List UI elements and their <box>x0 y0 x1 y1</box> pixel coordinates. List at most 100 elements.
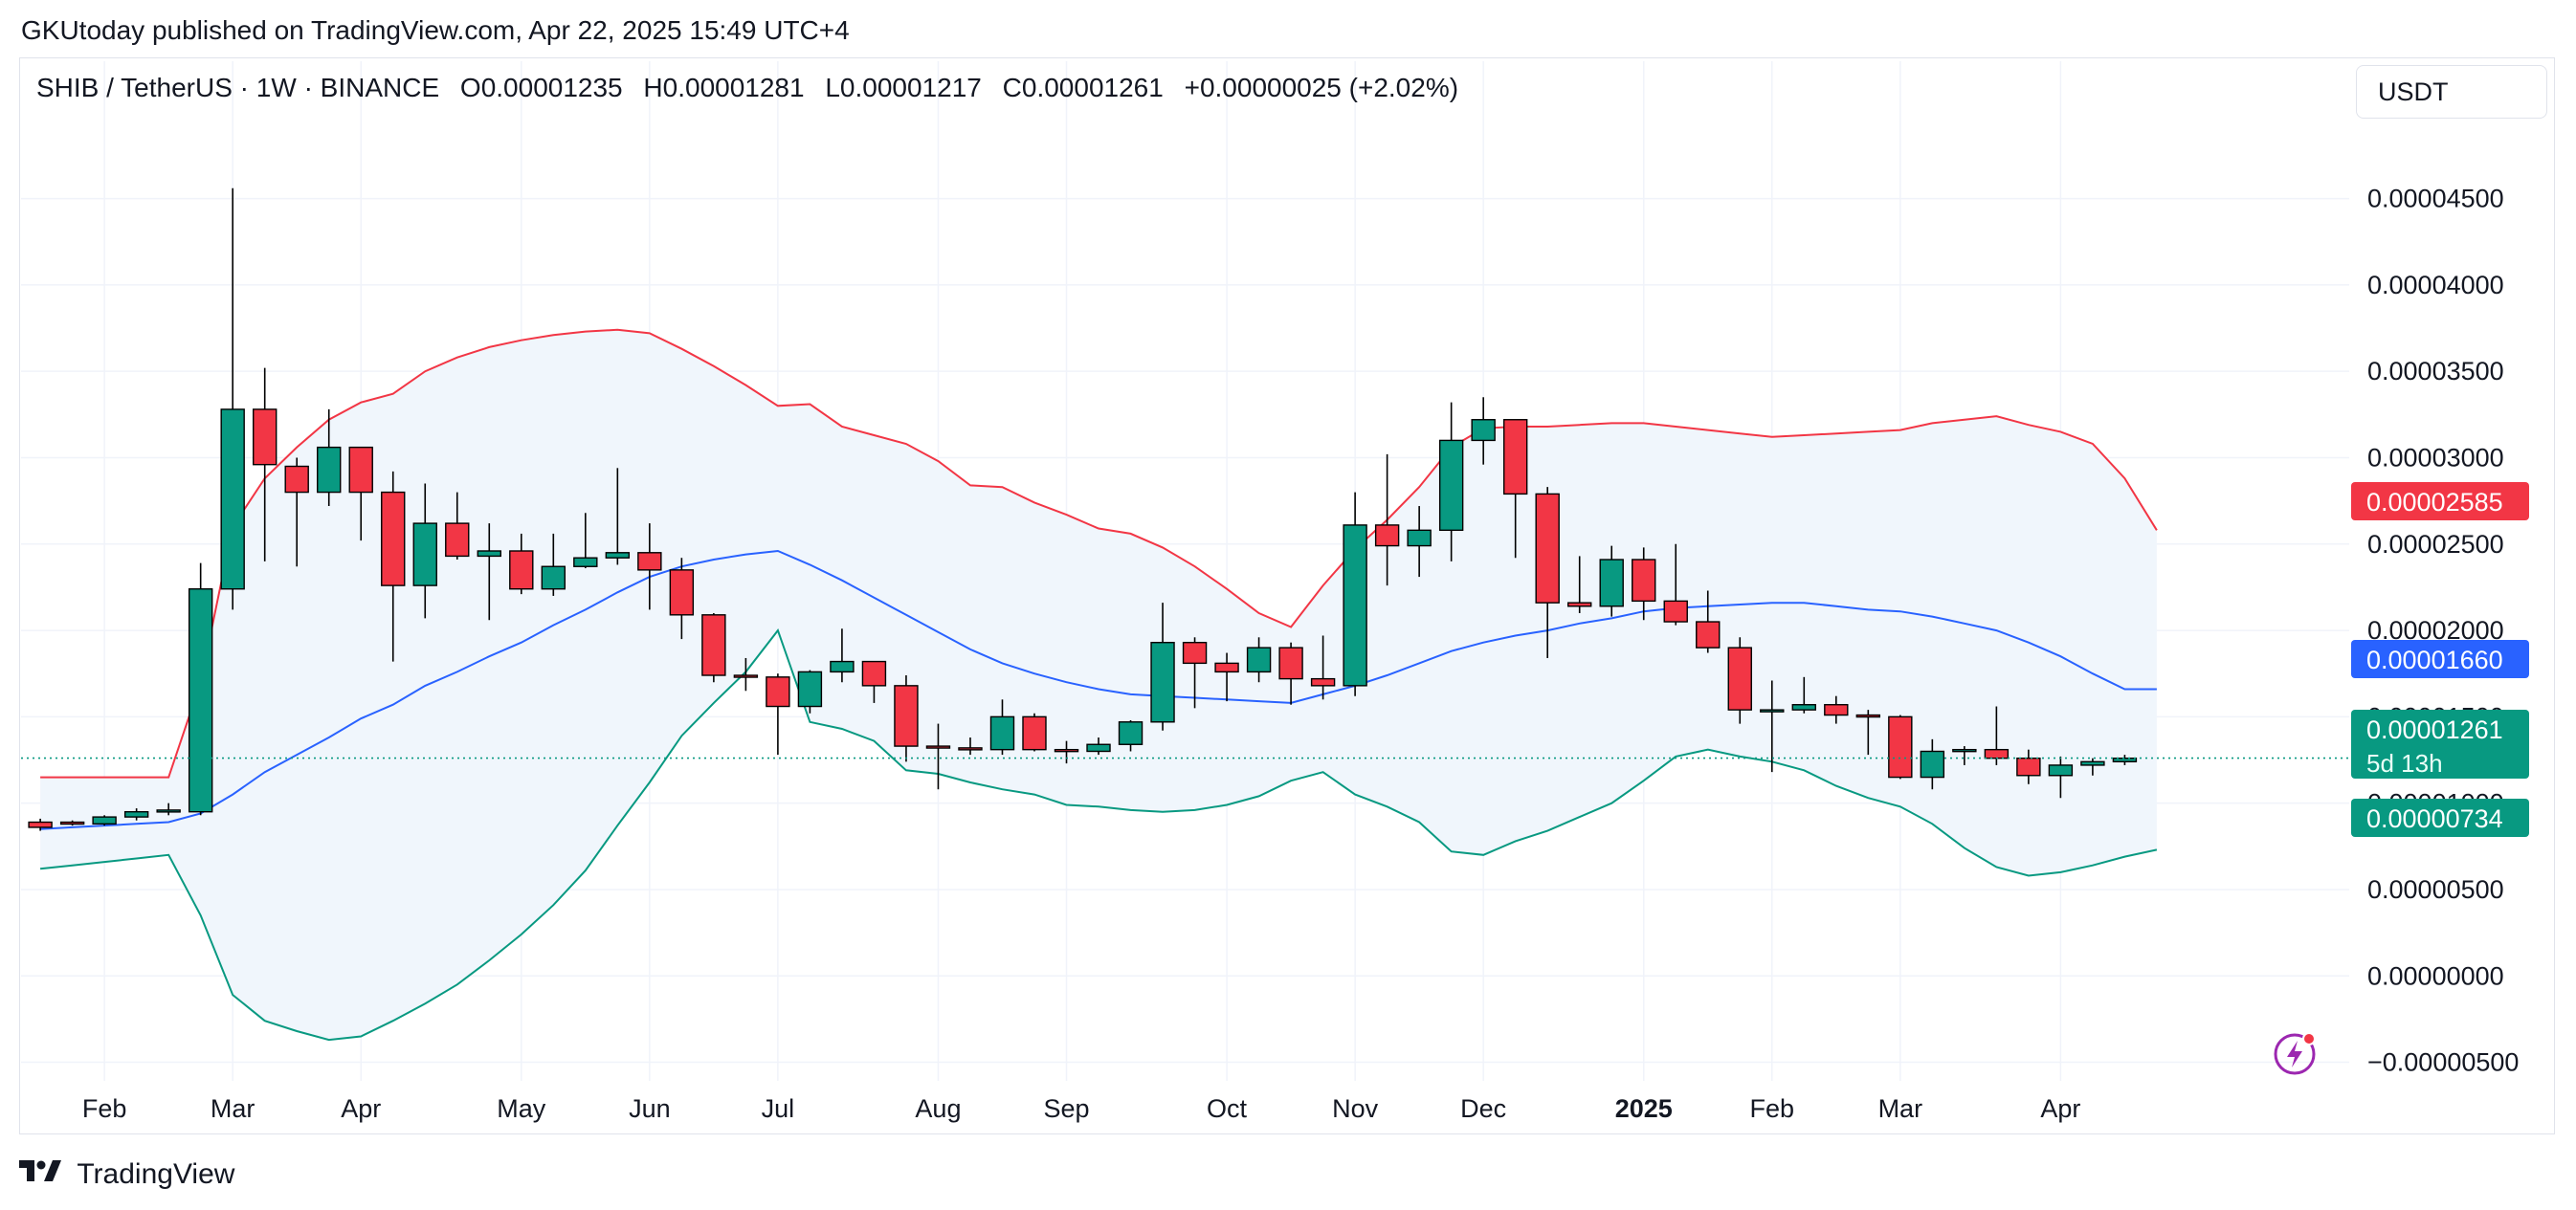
candle-body <box>573 557 598 567</box>
candle-body <box>797 671 823 708</box>
candle-body <box>1182 642 1208 665</box>
candle-body <box>1984 748 2010 759</box>
candle-body <box>669 569 695 616</box>
candle-body <box>958 747 983 751</box>
candle-body <box>1920 750 1945 779</box>
candle-body <box>701 614 726 676</box>
x-tick-label: 2025 <box>1615 1094 1673 1123</box>
candle-body <box>1278 647 1303 680</box>
candle-body <box>1663 600 1688 623</box>
open-value: O0.00001235 <box>459 73 623 102</box>
band-fill <box>40 329 2157 1041</box>
candle-body <box>766 676 790 708</box>
lightning-replay-icon[interactable] <box>2272 1029 2320 1077</box>
candle-body <box>59 821 85 825</box>
middle-band-price-tag: 0.00001660 <box>2351 640 2529 678</box>
candle-body <box>861 660 887 687</box>
publisher-line: GKUtoday published on TradingView.com, A… <box>21 15 850 45</box>
x-tick-label: Jul <box>762 1094 795 1123</box>
candle-body <box>1567 602 1592 607</box>
candle-body <box>830 660 855 673</box>
candle-body <box>1022 715 1047 751</box>
candle-body <box>1118 721 1144 745</box>
tradingview-logo-icon <box>19 1158 61 1191</box>
candle-body <box>1888 715 1913 779</box>
candle-body <box>637 552 662 571</box>
lower-band-line <box>39 628 2158 1042</box>
candle-body <box>1246 647 1272 673</box>
candle-body <box>220 408 245 590</box>
time-axis: Feb Mar Apr May Jun Jul Aug Sep Oct Nov Dec 2025 Feb… <box>82 1094 2081 1123</box>
y-tick-label: 0.00000000 <box>2367 961 2504 990</box>
candle-body <box>1150 642 1175 723</box>
candle-body <box>1502 419 1528 495</box>
x-tick-label: Jun <box>629 1094 671 1123</box>
candle-body <box>284 465 309 494</box>
candle-body <box>92 816 117 825</box>
low-value: L0.00001217 <box>825 73 982 102</box>
x-tick-label: Apr <box>341 1094 381 1123</box>
x-tick-label: Oct <box>1207 1094 1248 1123</box>
x-tick-label: Mar <box>211 1094 255 1123</box>
candles <box>28 187 2138 831</box>
x-tick-label: Nov <box>1332 1094 1379 1123</box>
candle-body <box>445 522 470 558</box>
candle-body <box>925 745 951 749</box>
x-tick-label: Sep <box>1043 1094 1089 1123</box>
candle-body <box>381 491 406 586</box>
candle-body <box>188 588 213 813</box>
candle-body <box>989 715 1015 751</box>
candle-body <box>1471 419 1496 442</box>
candle-body <box>509 550 534 590</box>
candle-body <box>123 810 149 818</box>
symbol-name[interactable]: SHIB / TetherUS · 1W · BINANCE <box>36 73 440 102</box>
lower-band-price-tag: 0.00000734 <box>2351 799 2529 837</box>
brand-name: TradingView <box>77 1158 235 1191</box>
chart-frame <box>19 57 2555 1134</box>
candle-body <box>412 522 437 586</box>
middle-band-line <box>40 549 2157 830</box>
candle-body <box>1791 704 1816 711</box>
price-axis: 0.00004500 0.00004000 0.00003500 0.00003000… <box>2367 185 2519 1077</box>
candle-body <box>477 550 501 558</box>
candle-body <box>1374 524 1400 547</box>
candle-body <box>1054 748 1079 753</box>
candle-body <box>28 821 53 828</box>
last-price-value: 0.00001261 <box>2366 715 2503 744</box>
bollinger-bands <box>39 328 2158 1042</box>
candle-body <box>1855 714 1881 718</box>
candle-body <box>1438 439 1464 532</box>
y-tick-label: 0.00003500 <box>2367 357 2504 385</box>
candle-body <box>1760 709 1785 713</box>
candle-body <box>1632 559 1656 603</box>
bar-countdown: 5d 13h <box>2366 749 2443 778</box>
x-tick-label: Feb <box>1750 1094 1795 1123</box>
candle-body <box>894 685 919 747</box>
candle-body <box>1343 524 1367 687</box>
candle-body <box>2112 758 2138 763</box>
x-tick-label: May <box>497 1094 546 1123</box>
candle-body <box>2016 758 2041 777</box>
candle-body <box>605 552 631 559</box>
y-tick-label: −0.00000500 <box>2367 1048 2519 1077</box>
candle-body <box>2080 760 2105 766</box>
candle-body <box>541 565 566 590</box>
candle-body <box>317 446 342 494</box>
candle-body <box>1696 621 1721 649</box>
candle-body <box>1310 677 1336 687</box>
currency-selector[interactable]: USDT <box>2356 65 2547 119</box>
y-tick-label: 0.00002500 <box>2367 530 2504 559</box>
high-value: H0.00001281 <box>643 73 805 102</box>
candle-body <box>252 408 278 466</box>
y-tick-label: 0.00000500 <box>2367 875 2504 904</box>
candle-body <box>348 446 373 494</box>
candle-body <box>1727 647 1752 711</box>
candle-body <box>1535 493 1560 604</box>
candle-body <box>156 809 181 813</box>
y-tick-label: 0.00004000 <box>2367 271 2504 299</box>
candle-body <box>2048 764 2074 777</box>
candle-body <box>1407 529 1432 547</box>
close-value: C0.00001261 <box>1002 73 1164 102</box>
tradingview-logo[interactable]: TradingView <box>19 1157 234 1191</box>
